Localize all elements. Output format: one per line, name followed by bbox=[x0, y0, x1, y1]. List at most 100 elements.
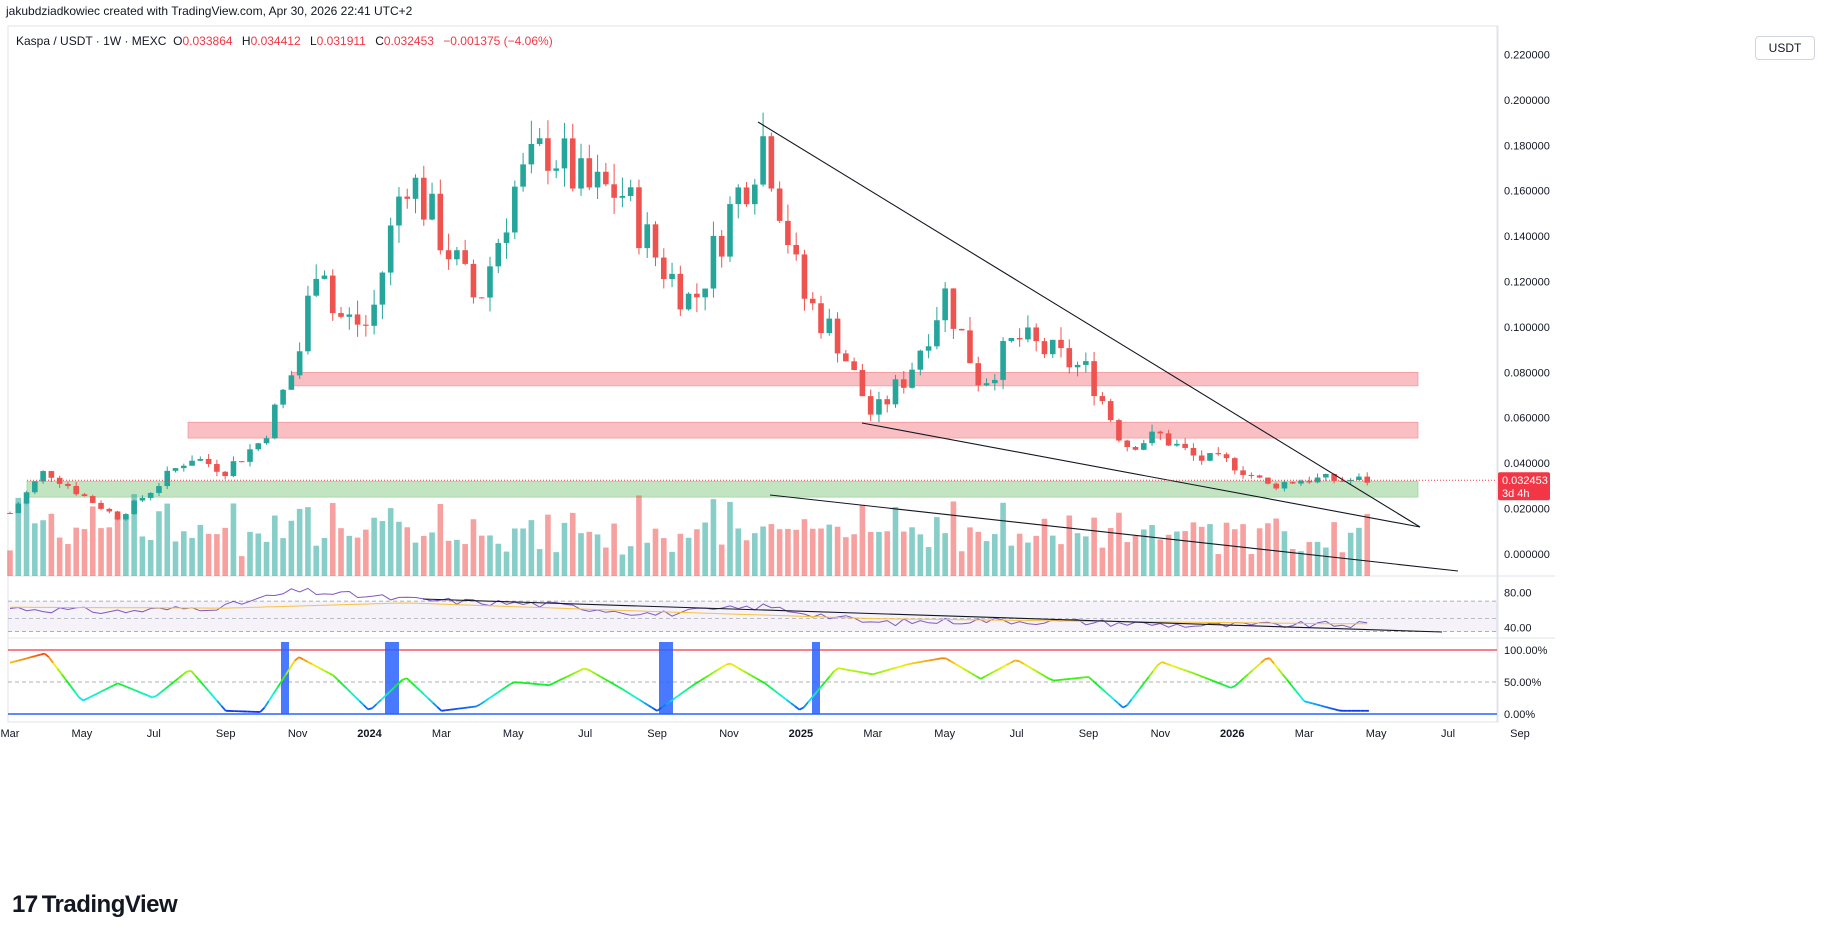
stoch-segment bbox=[1273, 663, 1280, 670]
stoch-segment bbox=[794, 705, 801, 711]
stoch-segment bbox=[915, 661, 921, 664]
time-tick-label: Nov bbox=[719, 728, 739, 740]
stoch-segment bbox=[954, 662, 960, 667]
volume-bar bbox=[1124, 542, 1131, 576]
stoch-segment bbox=[1230, 685, 1236, 689]
candle-body bbox=[594, 171, 601, 188]
candle-body bbox=[735, 187, 742, 205]
volume-bar bbox=[379, 521, 386, 576]
volume-bar bbox=[1083, 536, 1089, 576]
candle-body bbox=[371, 304, 377, 326]
candle-body bbox=[123, 514, 129, 520]
candle-body bbox=[272, 404, 278, 439]
stoch-segment bbox=[134, 689, 140, 693]
candle-body bbox=[1066, 348, 1073, 368]
stoch-segment bbox=[1096, 683, 1103, 690]
volume-bar bbox=[346, 535, 353, 576]
stoch-segment bbox=[967, 670, 973, 675]
stoch-segment bbox=[643, 701, 649, 707]
candle-body bbox=[660, 257, 667, 280]
candle-body bbox=[429, 193, 435, 220]
candle-body bbox=[1207, 453, 1213, 461]
rsi-trendline bbox=[422, 598, 1443, 633]
candle-body bbox=[1281, 482, 1288, 489]
volume-bar bbox=[843, 537, 849, 576]
volume-bar bbox=[437, 503, 444, 576]
volume-bar bbox=[222, 527, 228, 576]
stoch-segment bbox=[113, 682, 119, 687]
stoch-segment bbox=[376, 699, 382, 705]
stoch-segment bbox=[958, 665, 964, 670]
candle-body bbox=[727, 204, 733, 257]
stoch-segment bbox=[1036, 670, 1042, 675]
volume-bar bbox=[561, 522, 568, 576]
stoch-segment bbox=[803, 701, 809, 708]
price-tick-label: 0.220000 bbox=[1504, 50, 1550, 62]
stoch-segment bbox=[281, 673, 287, 682]
stoch-signal-bar bbox=[812, 642, 820, 714]
candle-body bbox=[329, 275, 336, 314]
stoch-signal-bar bbox=[659, 642, 673, 714]
stoch-segment bbox=[423, 693, 430, 700]
volume-bar bbox=[603, 547, 609, 576]
zone-resistance bbox=[187, 421, 1419, 439]
stoch-segment bbox=[1148, 670, 1154, 678]
last-price-badge bbox=[1498, 472, 1550, 501]
candle-body bbox=[1132, 447, 1139, 450]
stoch-segment bbox=[259, 706, 266, 713]
stoch-segment bbox=[95, 691, 101, 695]
stoch-segment bbox=[298, 656, 304, 661]
stoch-segment bbox=[143, 693, 149, 697]
candle-body bbox=[561, 138, 568, 169]
volume-bar bbox=[809, 528, 816, 576]
price-tick-label: 0.020000 bbox=[1504, 503, 1550, 515]
candle-body bbox=[454, 250, 460, 260]
volume-bar bbox=[48, 513, 55, 576]
stoch-segment bbox=[1109, 695, 1115, 701]
stoch-segment bbox=[1100, 687, 1107, 693]
currency-button[interactable]: USDT bbox=[1755, 36, 1815, 60]
candle-body bbox=[569, 138, 576, 189]
volume-bar bbox=[354, 537, 361, 576]
stoch-segment bbox=[1321, 704, 1327, 708]
volume-bar bbox=[710, 499, 717, 576]
stoch-segment bbox=[760, 680, 766, 685]
volume-bar bbox=[1000, 502, 1006, 576]
stoch-segment bbox=[842, 668, 848, 671]
candle-body bbox=[1174, 443, 1180, 446]
candle-body bbox=[172, 468, 179, 471]
volume-bar bbox=[619, 554, 626, 576]
candle-body bbox=[834, 318, 841, 354]
volume-bar bbox=[1273, 518, 1279, 576]
candle-body bbox=[1058, 339, 1064, 349]
candle-body bbox=[826, 318, 833, 334]
symbol-name: Kaspa / USDT · 1W · MEXC bbox=[16, 34, 167, 48]
candle-body bbox=[48, 471, 55, 478]
stoch-segment bbox=[139, 691, 145, 695]
stoch-tick-label: 0.00% bbox=[1504, 709, 1535, 721]
volume-bar bbox=[205, 533, 212, 576]
candle-body bbox=[1364, 476, 1371, 483]
stoch-segment bbox=[276, 680, 283, 689]
stoch-segment bbox=[949, 660, 956, 665]
stoch-segment bbox=[678, 691, 684, 697]
volume-bar bbox=[15, 497, 22, 576]
stoch-segment bbox=[807, 696, 814, 703]
stoch-segment bbox=[993, 668, 999, 673]
candle-body bbox=[1041, 341, 1048, 355]
rsi-tick-label: 40.00 bbox=[1504, 622, 1532, 634]
stoch-segment bbox=[734, 665, 740, 670]
candle-body bbox=[1182, 443, 1188, 448]
time-tick-label: Nov bbox=[1151, 728, 1171, 740]
volume-bar bbox=[785, 528, 791, 576]
candle-body bbox=[1016, 338, 1023, 340]
stoch-segment bbox=[824, 675, 831, 683]
candle-body bbox=[346, 314, 353, 317]
candle-body bbox=[114, 511, 121, 520]
stoch-segment bbox=[354, 696, 361, 702]
stoch-segment bbox=[1143, 676, 1150, 683]
volume-bar bbox=[180, 531, 187, 576]
volume-bar bbox=[230, 503, 237, 576]
stoch-segment bbox=[864, 671, 869, 675]
